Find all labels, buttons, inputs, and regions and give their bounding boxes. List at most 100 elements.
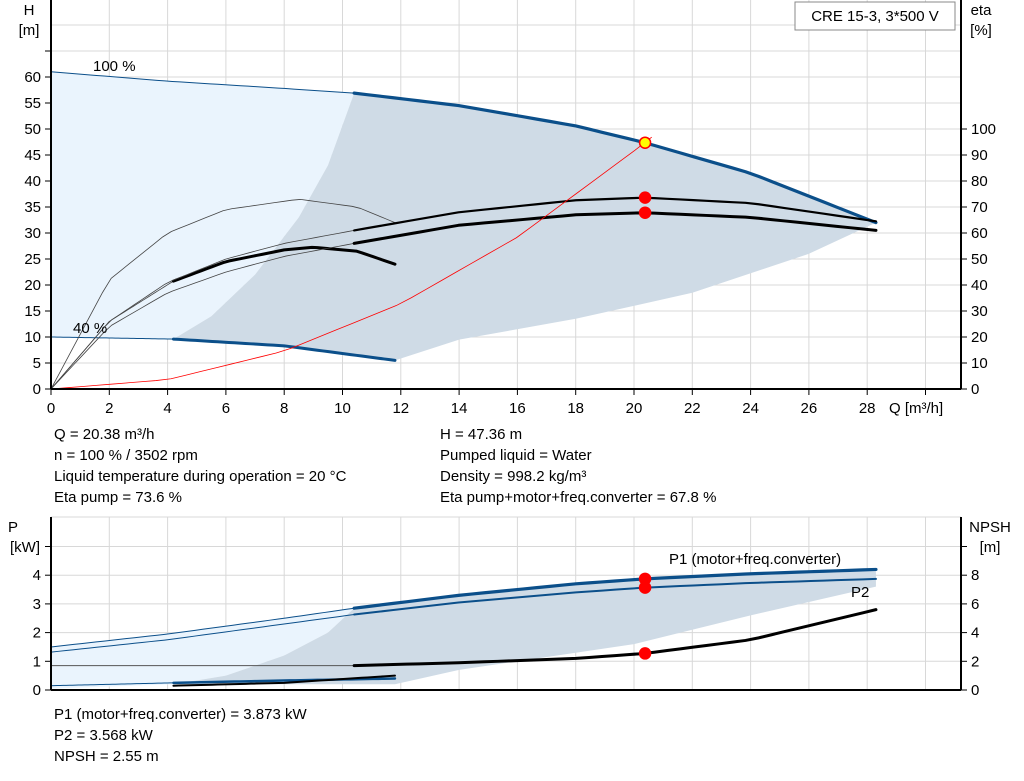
y-tick-label-left: 3 [33, 596, 41, 613]
chart-title: CRE 15-3, 3*500 V [811, 8, 939, 25]
y-axis-label-right: eta [971, 2, 993, 19]
y-tick-label-left: 45 [24, 147, 41, 164]
x-tick-label: 18 [567, 400, 584, 417]
y-tick-label-right: 40 [971, 277, 988, 294]
operating-area-dark [173, 569, 876, 685]
eta-total-curve [352, 211, 878, 245]
info-left: Q = 20.38 m³/h n = 100 % / 3502 rpm Liqu… [54, 424, 346, 508]
eta-pump-curve-thin [50, 229, 355, 390]
y-tick-label-right: 50 [971, 251, 988, 268]
y-tick-label-right: 8 [971, 567, 979, 584]
npsh-curve [352, 608, 878, 668]
info-right: H = 47.36 m Pumped liquid = Water Densit… [440, 424, 716, 508]
y-tick-label-left: 2 [33, 625, 41, 642]
system-curve [50, 136, 652, 390]
x-tick-label: 20 [626, 400, 643, 417]
info-p1: P1 (motor+freq.converter) = 3.873 kW [54, 706, 307, 723]
y-tick-label-right: 4 [971, 625, 979, 642]
x-tick-label: 16 [509, 400, 526, 417]
y-tick-label-right: 100 [971, 121, 996, 138]
y-tick-label-left: 10 [24, 329, 41, 346]
y-tick-label-right: 0 [971, 682, 979, 699]
p2-label: P2 [851, 584, 869, 601]
p2-curve-thin [50, 614, 355, 653]
y-tick-label-left: 50 [24, 121, 41, 138]
info-liquid: Pumped liquid = Water [440, 447, 592, 464]
npsh-curve-40 [172, 674, 396, 687]
y-axis-label-left: P [8, 519, 18, 536]
duty-point-eta-pump [638, 191, 652, 204]
y-tick-label-right: 30 [971, 303, 988, 320]
y-tick-label-left: 0 [33, 381, 41, 398]
eta-pump-curve-40 [50, 199, 396, 390]
head-curve-100-thin [50, 71, 355, 94]
x-tick-label: 8 [280, 400, 288, 417]
y-tick-label-right: 20 [971, 329, 988, 346]
x-tick-label: 10 [334, 400, 351, 417]
p1-curve-thin [50, 607, 355, 648]
operating-area-light [51, 608, 355, 689]
y-tick-label-right: 10 [971, 355, 988, 372]
y-tick-label-left: 60 [24, 69, 41, 86]
info-temperature: Liquid temperature during operation = 20… [54, 468, 347, 485]
x-tick-label: 12 [392, 400, 409, 417]
x-tick-label: 14 [451, 400, 468, 417]
x-tick-label: 28 [859, 400, 876, 417]
x-axis-label: Q [m³/h] [889, 400, 943, 417]
p1-label: P1 (motor+freq.converter) [669, 551, 841, 568]
y-tick-label-right: 0 [971, 381, 979, 398]
y-tick-label-left: 4 [33, 567, 41, 584]
y-axis-label-left-unit: [kW] [10, 539, 40, 556]
x-tick-label: 24 [742, 400, 759, 417]
y-tick-label-right: 2 [971, 653, 979, 670]
y-axis-label-right: NPSH [969, 519, 1011, 536]
eta-pump-curve [353, 196, 878, 232]
p1-curve [352, 567, 878, 610]
head-curve-40 [171, 337, 397, 362]
y-axis-label-right-unit: [m] [980, 539, 1001, 556]
info-flow: Q = 20.38 m³/h [54, 426, 155, 443]
info-density: Density = 998.2 kg/m³ [440, 468, 587, 485]
x-tick-label: 22 [684, 400, 701, 417]
y-tick-label-left: 15 [24, 303, 41, 320]
y-tick-label-left: 40 [24, 173, 41, 190]
duty-point-npsh [638, 647, 652, 660]
speed-label-100: 100 % [93, 58, 136, 75]
p2-curve [353, 577, 877, 616]
info-power: P1 (motor+freq.converter) = 3.873 kW P2 … [54, 704, 307, 767]
y-axis-label-left: H [24, 2, 35, 19]
operating-area-light [51, 71, 355, 340]
eta-total-curve-thin [50, 242, 355, 390]
x-tick-label: 26 [801, 400, 818, 417]
eta-total-curve-40 [171, 245, 397, 283]
y-tick-label-right: 60 [971, 225, 988, 242]
y-tick-label-left: 1 [33, 653, 41, 670]
x-tick-label: 2 [105, 400, 113, 417]
x-tick-label: 4 [163, 400, 171, 417]
p1-curve-40 [172, 677, 397, 685]
info-speed: n = 100 % / 3502 rpm [54, 447, 198, 464]
y-tick-label-left: 35 [24, 199, 41, 216]
p1-curve-40-thin [50, 682, 174, 687]
x-tick-label: 6 [222, 400, 230, 417]
y-tick-label-left: 5 [33, 355, 41, 372]
y-tick-label-left: 25 [24, 251, 41, 268]
duty-point-p2 [638, 581, 652, 594]
info-head: H = 47.36 m [440, 426, 523, 443]
speed-label-40: 40 % [73, 320, 107, 337]
y-tick-label-left: 30 [24, 225, 41, 242]
y-tick-label-right: 80 [971, 173, 988, 190]
y-tick-label-left: 0 [33, 682, 41, 699]
y-axis-label-right-unit: [%] [970, 22, 992, 39]
duty-point-eta-total [638, 206, 652, 219]
info-p2: P2 = 3.568 kW [54, 727, 153, 744]
y-tick-label-right: 70 [971, 199, 988, 216]
y-tick-label-left: 55 [24, 95, 41, 112]
duty-point-head [638, 136, 652, 149]
info-npsh: NPSH = 2.55 m [54, 748, 159, 765]
info-eta-pump: Eta pump = 73.6 % [54, 489, 182, 506]
y-axis-label-left-unit: [m] [19, 22, 40, 39]
title-box [794, 1, 956, 31]
